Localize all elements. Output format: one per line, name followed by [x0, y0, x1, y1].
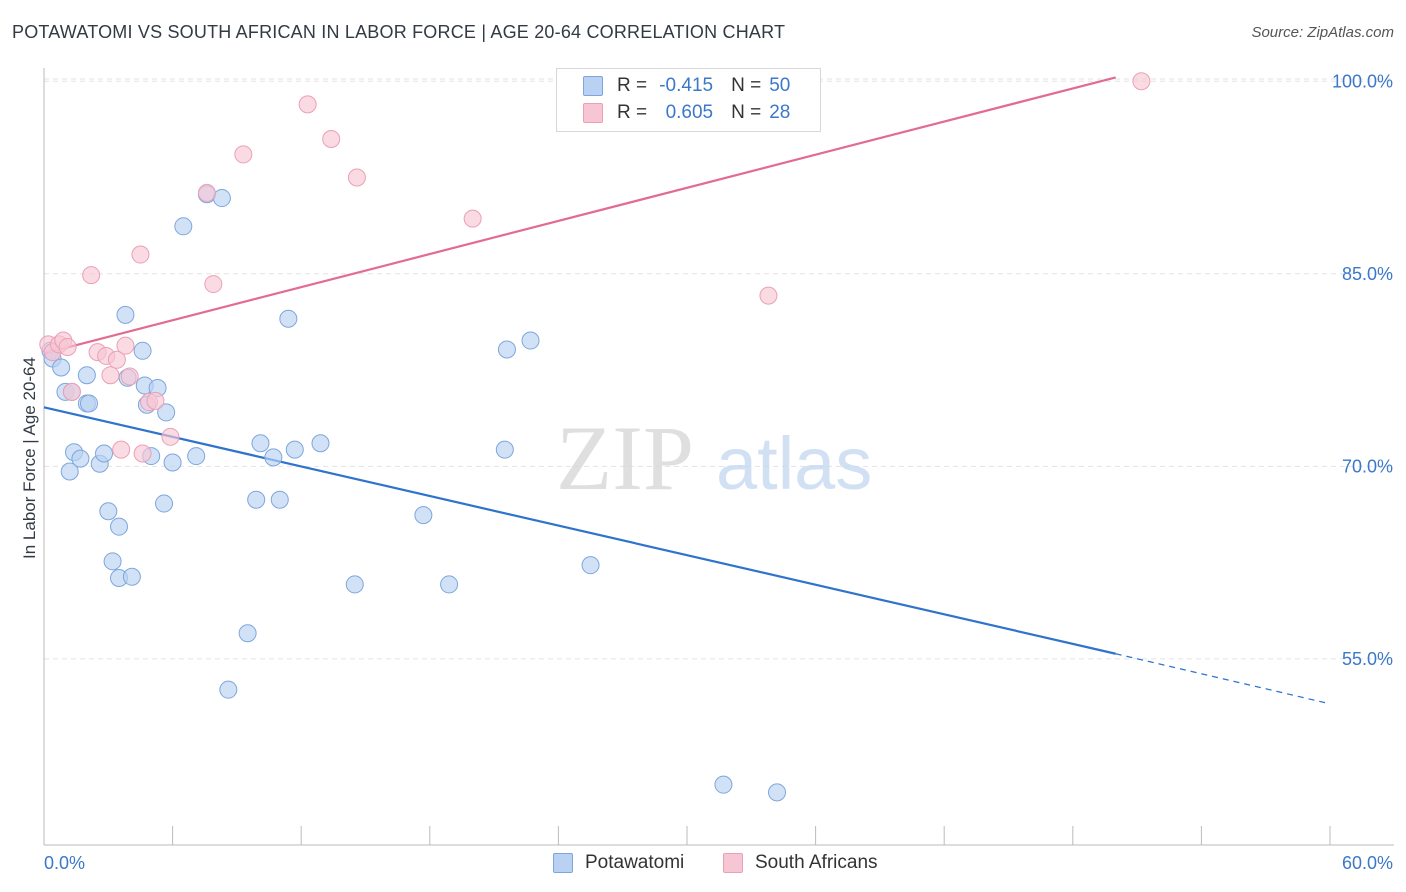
- data-point-potawatomi: [581, 556, 600, 575]
- data-point-south-africans: [463, 209, 482, 228]
- source-label: Source: ZipAtlas.com: [1251, 24, 1394, 41]
- data-point-potawatomi: [103, 552, 122, 571]
- data-point-potawatomi: [768, 783, 787, 802]
- legend-n-value: 28: [769, 102, 791, 123]
- data-point-south-africans: [204, 275, 223, 294]
- data-point-south-africans: [146, 391, 165, 410]
- data-point-south-africans: [759, 286, 778, 305]
- legend-n-value: 50: [769, 75, 791, 96]
- chart-title: POTAWATOMI VS SOUTH AFRICAN IN LABOR FOR…: [12, 22, 786, 42]
- data-point-potawatomi: [60, 462, 79, 481]
- data-point-south-africans: [161, 427, 180, 446]
- data-point-south-africans: [62, 382, 81, 401]
- y-tick-label: 70.0%: [1342, 456, 1393, 476]
- watermark: ZIP atlas: [556, 407, 872, 509]
- series-legend: Potawatomi South Africans: [0, 852, 1406, 876]
- legend-row-south-africans: R = 0.605 N = 28: [583, 102, 790, 124]
- data-point-south-africans: [234, 145, 253, 164]
- data-point-potawatomi: [174, 217, 193, 236]
- data-point-potawatomi: [71, 449, 90, 468]
- data-point-south-africans: [101, 366, 120, 385]
- series-legend-south-africans[interactable]: South Africans: [723, 852, 878, 874]
- data-point-potawatomi: [99, 502, 118, 521]
- legend-r-value: -0.415: [659, 75, 714, 96]
- data-point-potawatomi: [163, 453, 182, 472]
- trend-line-extension-potawatomi: [1115, 653, 1331, 705]
- grid-lines: [44, 78, 1394, 660]
- data-point-south-africans: [116, 336, 135, 355]
- data-point-potawatomi: [80, 394, 99, 413]
- data-point-south-africans: [131, 245, 150, 264]
- data-point-potawatomi: [212, 189, 231, 208]
- data-point-potawatomi: [311, 434, 330, 453]
- data-point-south-africans: [347, 168, 366, 187]
- stats-legend: R = -0.415 N = 50 R = 0.605 N = 28: [556, 68, 821, 132]
- watermark-zip: ZIP: [556, 407, 694, 509]
- series-legend-label: South Africans: [755, 852, 878, 873]
- legend-swatch-potawatomi: [583, 76, 603, 96]
- legend-n-label: N =: [731, 75, 762, 96]
- data-point-potawatomi: [345, 575, 364, 594]
- data-point-potawatomi: [238, 624, 257, 643]
- data-point-potawatomi: [414, 506, 433, 525]
- data-point-potawatomi: [270, 490, 289, 509]
- data-point-south-africans: [298, 95, 317, 114]
- y-tick-label: 100.0%: [1332, 71, 1393, 91]
- tick-labels: 55.0% 70.0% 85.0% 100.0% 0.0% 60.0%: [44, 71, 1393, 873]
- data-point-potawatomi: [52, 358, 71, 377]
- legend-n-label: N =: [731, 102, 762, 123]
- watermark-atlas: atlas: [716, 422, 872, 505]
- data-point-south-africans: [322, 130, 341, 149]
- data-point-potawatomi: [285, 440, 304, 459]
- data-point-potawatomi: [521, 331, 540, 350]
- data-point-potawatomi: [122, 567, 141, 586]
- y-tick-label: 55.0%: [1342, 649, 1393, 669]
- data-point-south-africans: [58, 337, 77, 356]
- data-point-potawatomi: [251, 434, 270, 453]
- data-point-potawatomi: [219, 680, 238, 699]
- data-point-potawatomi: [77, 366, 96, 385]
- trend-line-potawatomi: [43, 406, 1116, 655]
- series-legend-swatch-potawatomi: [553, 853, 573, 873]
- series-legend-label: Potawatomi: [585, 852, 685, 873]
- legend-r-value: 0.605: [665, 102, 714, 123]
- legend-row-potawatomi: R = -0.415 N = 50: [583, 75, 790, 97]
- data-point-south-africans: [107, 350, 126, 369]
- legend-swatch-south-africans: [583, 103, 603, 123]
- legend-r-label: R =: [617, 75, 648, 96]
- series-legend-potawatomi[interactable]: Potawatomi: [553, 852, 684, 874]
- data-point-potawatomi: [247, 490, 266, 509]
- data-point-potawatomi: [279, 309, 298, 328]
- legend-r-label: R =: [617, 102, 648, 123]
- data-point-south-africans: [120, 367, 139, 386]
- data-point-potawatomi: [155, 494, 174, 513]
- data-point-potawatomi: [187, 447, 206, 466]
- data-point-south-africans: [197, 183, 216, 202]
- data-point-potawatomi: [264, 448, 283, 467]
- trend-line-south-africans: [43, 76, 1116, 355]
- axes: [43, 68, 1394, 846]
- data-point-potawatomi: [440, 575, 459, 594]
- data-point-potawatomi: [110, 517, 129, 536]
- data-point-potawatomi: [133, 341, 152, 360]
- y-tick-label: 85.0%: [1342, 264, 1393, 284]
- data-points: [39, 72, 1151, 802]
- data-point-potawatomi: [714, 775, 733, 794]
- data-point-potawatomi: [157, 403, 176, 422]
- data-point-south-africans: [82, 266, 101, 285]
- trend-lines: [43, 76, 1331, 705]
- x-tick-label: 0.0%: [44, 853, 85, 873]
- series-legend-swatch-south-africans: [723, 853, 743, 873]
- data-point-south-africans: [1132, 72, 1151, 91]
- data-point-south-africans: [112, 440, 131, 459]
- data-point-potawatomi: [95, 444, 114, 463]
- data-point-potawatomi: [497, 340, 516, 359]
- data-point-potawatomi: [116, 305, 135, 324]
- data-point-south-africans: [133, 444, 152, 463]
- x-tick-label: 60.0%: [1342, 853, 1393, 873]
- data-point-potawatomi: [495, 440, 514, 459]
